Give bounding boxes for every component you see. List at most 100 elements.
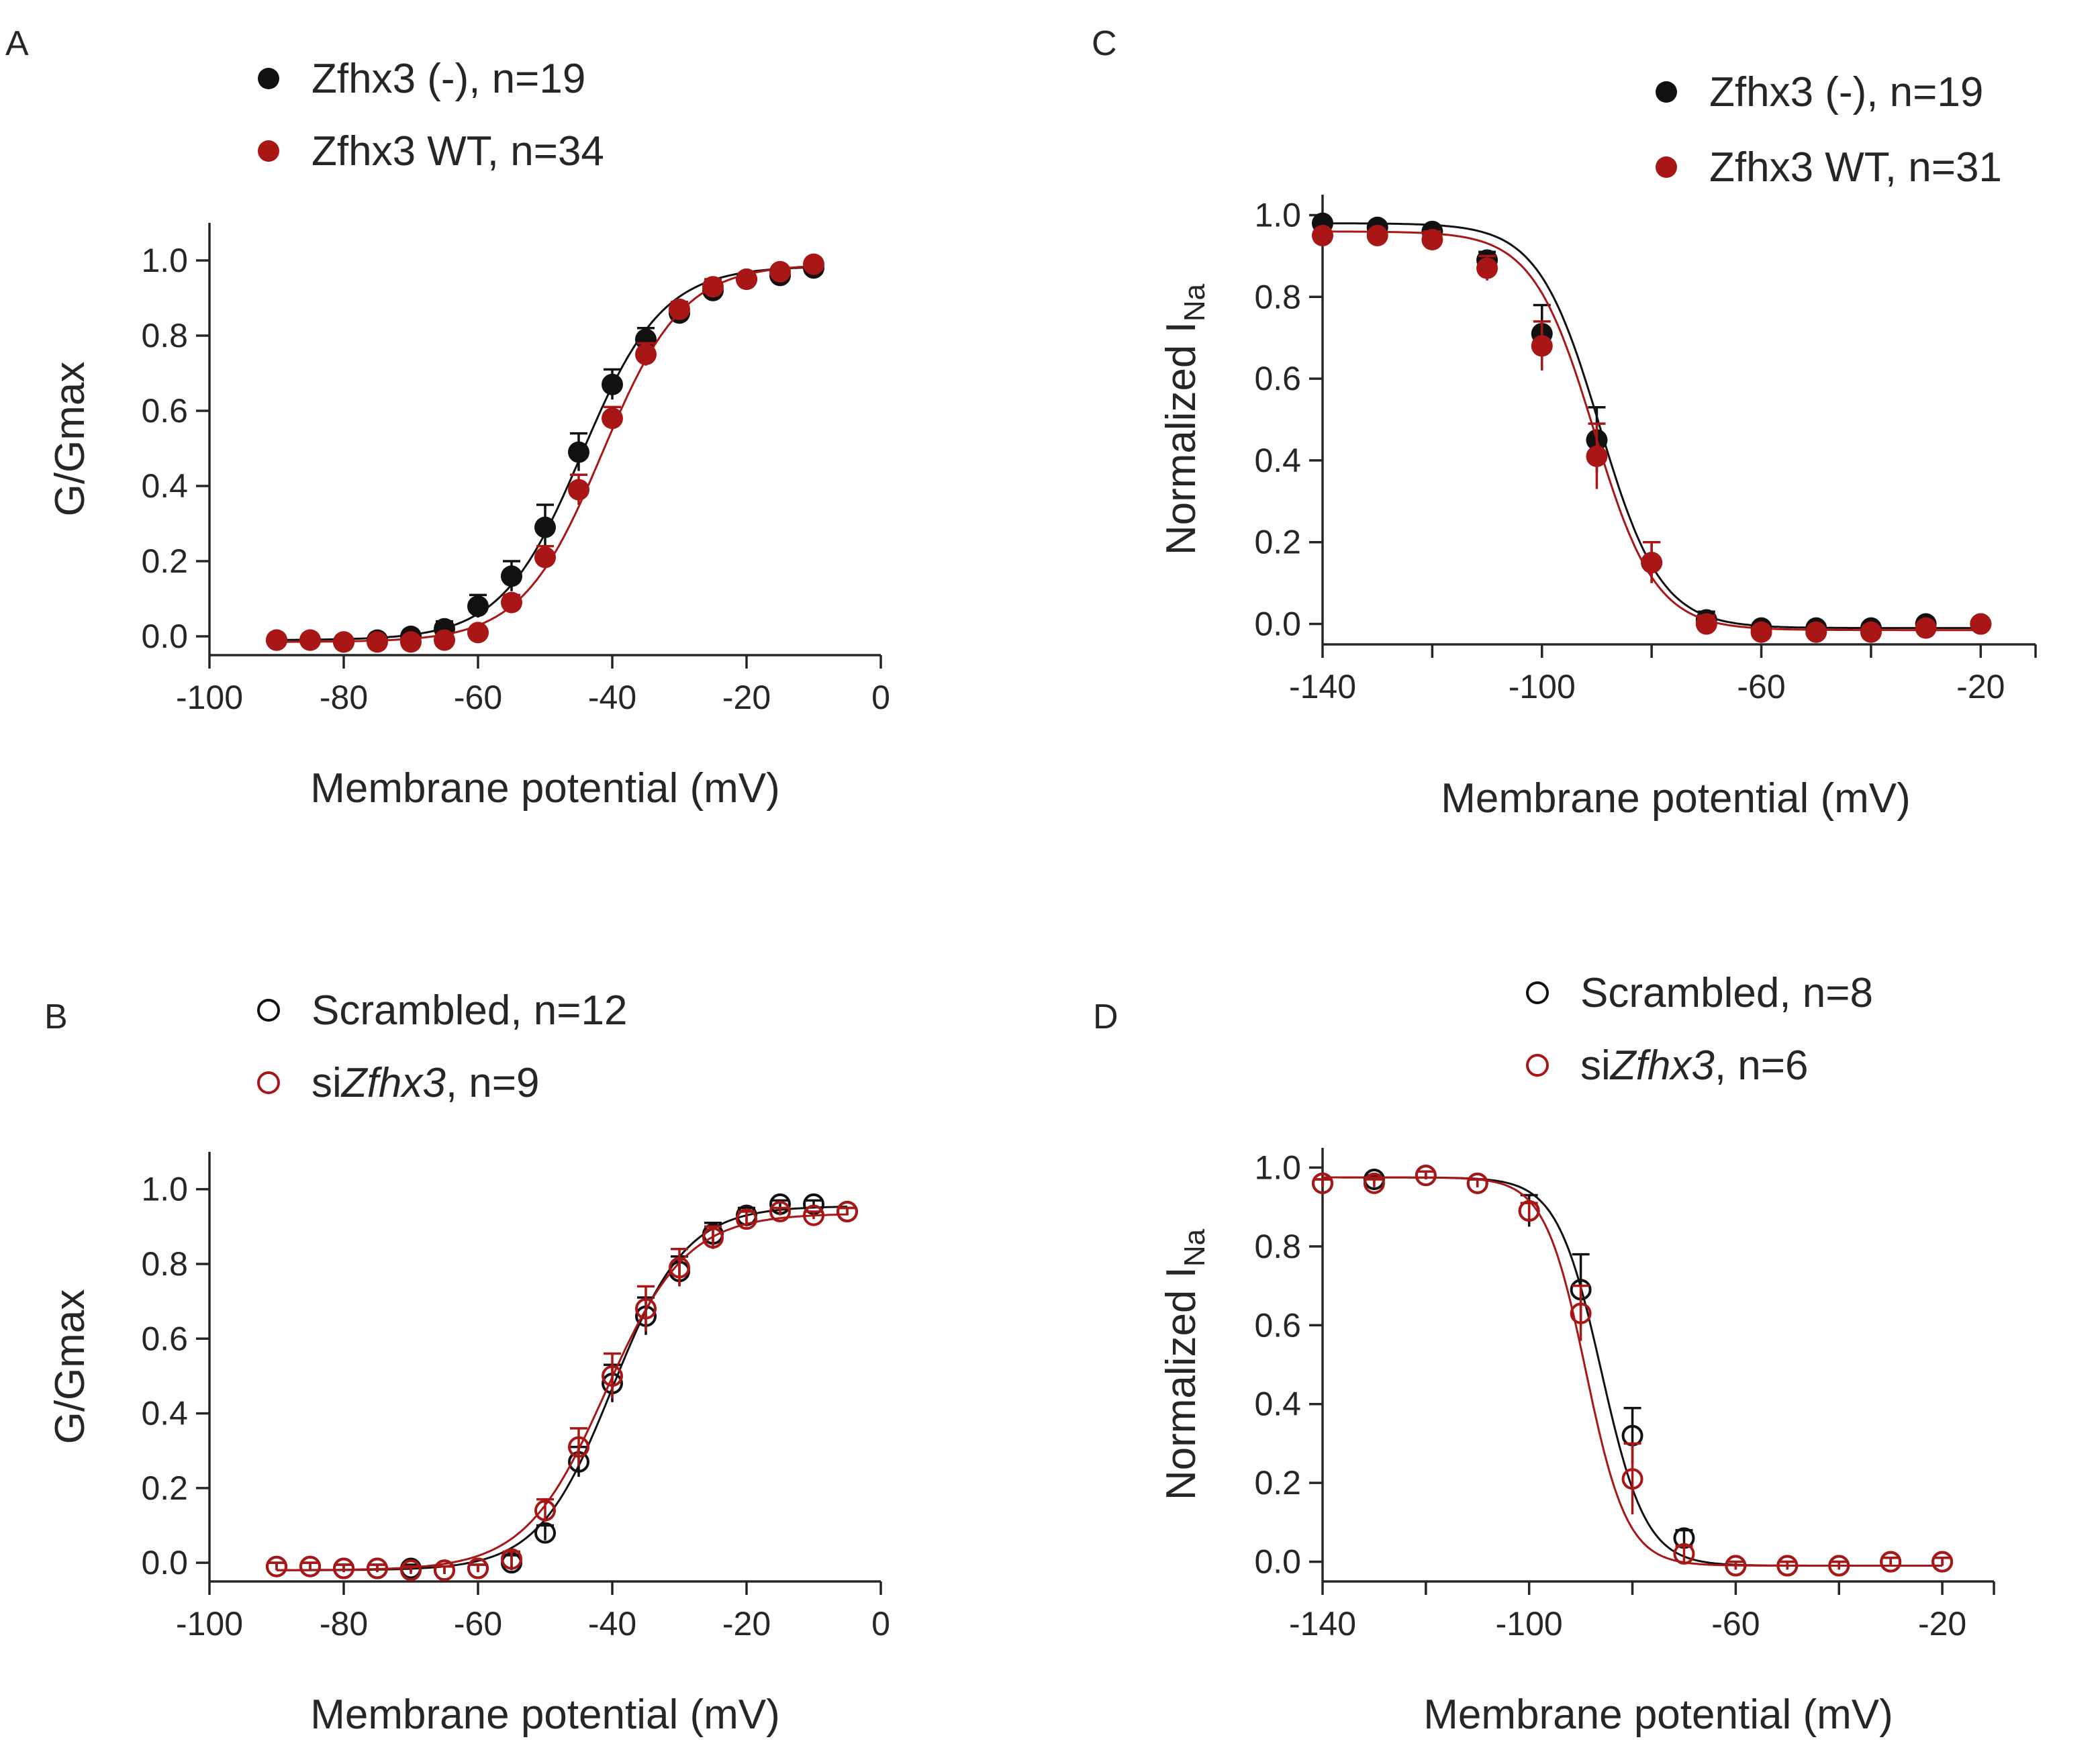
y-tick-label: 0.0 xyxy=(141,1544,188,1581)
data-point xyxy=(1570,1302,1592,1324)
y-axis-title: Normalized INa xyxy=(1158,1228,1211,1500)
data-point xyxy=(635,344,657,365)
y-axis-title-subscript: Na xyxy=(1178,1228,1211,1267)
fit-curve xyxy=(277,1206,848,1571)
y-tick-label: 0.2 xyxy=(1254,1464,1301,1502)
data-point xyxy=(1518,1200,1540,1222)
y-axis-title-subscript: Na xyxy=(1178,283,1211,322)
y-tick-label: 0.2 xyxy=(141,542,188,580)
data-point xyxy=(568,479,589,501)
y-tick-label: 0.2 xyxy=(141,1469,188,1507)
panel-a: A -100 -80 -60 -40 -20 0 0.0 0.2 0.4 0.6 0.8 1.0 Mem… xyxy=(5,24,890,812)
data-point xyxy=(602,1365,623,1387)
data-point xyxy=(266,629,287,651)
data-point xyxy=(602,373,623,395)
x-axis-title: Membrane potential (mV) xyxy=(310,1692,780,1738)
x-tick-label: -20 xyxy=(722,679,771,716)
data-point xyxy=(1363,1172,1385,1194)
y-tick-label: 0.6 xyxy=(141,392,188,430)
y-tick-label: 0.0 xyxy=(1254,1543,1301,1581)
legend-label: Zfhx3 WT, n=31 xyxy=(1709,144,2002,191)
x-tick-label: -60 xyxy=(1711,1605,1760,1643)
legend-marker xyxy=(258,140,279,162)
x-tick-label: -100 xyxy=(1509,668,1576,705)
data-point xyxy=(837,1201,858,1223)
data-point xyxy=(467,595,489,618)
y-tick-label: 0.4 xyxy=(141,1395,188,1432)
data-point xyxy=(1641,552,1663,574)
data-point xyxy=(736,1208,757,1230)
legend-label-part: Zfhx3 (-), n=19 xyxy=(1709,69,1983,115)
y-tick-label: 1.0 xyxy=(1254,196,1301,234)
data-point xyxy=(1915,617,1937,639)
legend-label-part: Zfhx3 xyxy=(1609,1042,1715,1089)
x-tick-label: -60 xyxy=(1737,668,1785,705)
y-axis-title: G/Gmax xyxy=(47,362,93,517)
data-point xyxy=(1312,224,1333,246)
y-tick-label: 0.8 xyxy=(1254,278,1301,315)
plot-area: -140 -100 -60 -20 0.0 0.2 0.4 0.6 0.8 1.0 Membrane… xyxy=(1158,970,1995,1738)
x-tick-label: 0 xyxy=(871,1605,890,1643)
data-point xyxy=(702,276,724,298)
x-tick-label: -40 xyxy=(588,1605,636,1643)
x-tick-label: -40 xyxy=(588,679,636,716)
legend-marker xyxy=(257,999,280,1022)
x-tick-label: -80 xyxy=(320,1605,368,1643)
x-tick-label: -100 xyxy=(1496,1605,1563,1643)
legend-marker xyxy=(257,1071,280,1094)
legend-label: siZfhx3, n=6 xyxy=(1580,1042,1808,1089)
data-point xyxy=(736,268,757,290)
y-axis-title: Normalized INa xyxy=(1158,283,1211,555)
data-point xyxy=(434,1559,455,1581)
y-tick-label: 1.0 xyxy=(141,242,188,279)
panel-label: C xyxy=(1092,24,1117,63)
data-point xyxy=(669,1257,690,1279)
data-point xyxy=(1725,1555,1747,1577)
data-point xyxy=(501,1548,522,1570)
legend-label-part: si xyxy=(1580,1042,1611,1089)
data-point xyxy=(1931,1551,1954,1573)
x-tick-label: -100 xyxy=(176,1605,243,1643)
data-point xyxy=(1695,613,1717,635)
data-point xyxy=(635,1298,657,1320)
data-point xyxy=(669,298,690,320)
x-tick-label: -20 xyxy=(1918,1605,1966,1643)
data-point xyxy=(1860,621,1882,643)
x-tick-label: -140 xyxy=(1289,1605,1356,1643)
data-point xyxy=(534,1522,556,1544)
data-point xyxy=(333,631,354,653)
panel-label: A xyxy=(5,24,29,63)
legend-label: Scrambled, n=8 xyxy=(1580,970,1873,1016)
data-point xyxy=(1476,257,1498,279)
y-tick-label: 0.2 xyxy=(1254,524,1301,561)
plot-area: -100 -80 -60 -40 -20 0 0.0 0.2 0.4 0.6 0.8 1.0 Membr… xyxy=(47,56,890,812)
legend-label: Zfhx3 (-), n=19 xyxy=(312,56,585,102)
data-point xyxy=(534,546,556,569)
y-axis-title-main: Normalized I xyxy=(1158,1267,1204,1500)
legend-label-part: Zfhx3 xyxy=(340,1060,446,1106)
data-point xyxy=(568,1436,589,1458)
y-tick-label: 1.0 xyxy=(141,1171,188,1208)
panel-label: B xyxy=(44,997,68,1036)
data-point xyxy=(803,1204,824,1226)
y-tick-label: 0.8 xyxy=(141,317,188,354)
x-tick-label: -60 xyxy=(454,1605,502,1643)
y-axis-title-main: G/Gmax xyxy=(47,1289,93,1445)
data-point xyxy=(1673,1543,1695,1565)
data-point xyxy=(1312,1172,1333,1194)
y-tick-label: 0.4 xyxy=(1254,442,1301,479)
data-point xyxy=(702,1227,724,1249)
y-axis-title-main: Normalized I xyxy=(1158,322,1204,555)
data-point xyxy=(1750,621,1772,643)
data-point xyxy=(568,441,589,463)
legend-marker xyxy=(1526,981,1549,1004)
data-point xyxy=(400,1559,422,1581)
fit-curve xyxy=(277,266,814,641)
y-tick-label: 0.6 xyxy=(1254,1306,1301,1344)
data-point xyxy=(400,631,422,653)
plot-area: -100 -80 -60 -40 -20 0 0.0 0.2 0.4 0.6 0.8 1.0 Membr… xyxy=(47,987,890,1738)
legend-label: Scrambled, n=12 xyxy=(312,987,627,1034)
data-point xyxy=(1828,1555,1850,1577)
legend-label: Zfhx3 (-), n=19 xyxy=(1709,69,1983,115)
